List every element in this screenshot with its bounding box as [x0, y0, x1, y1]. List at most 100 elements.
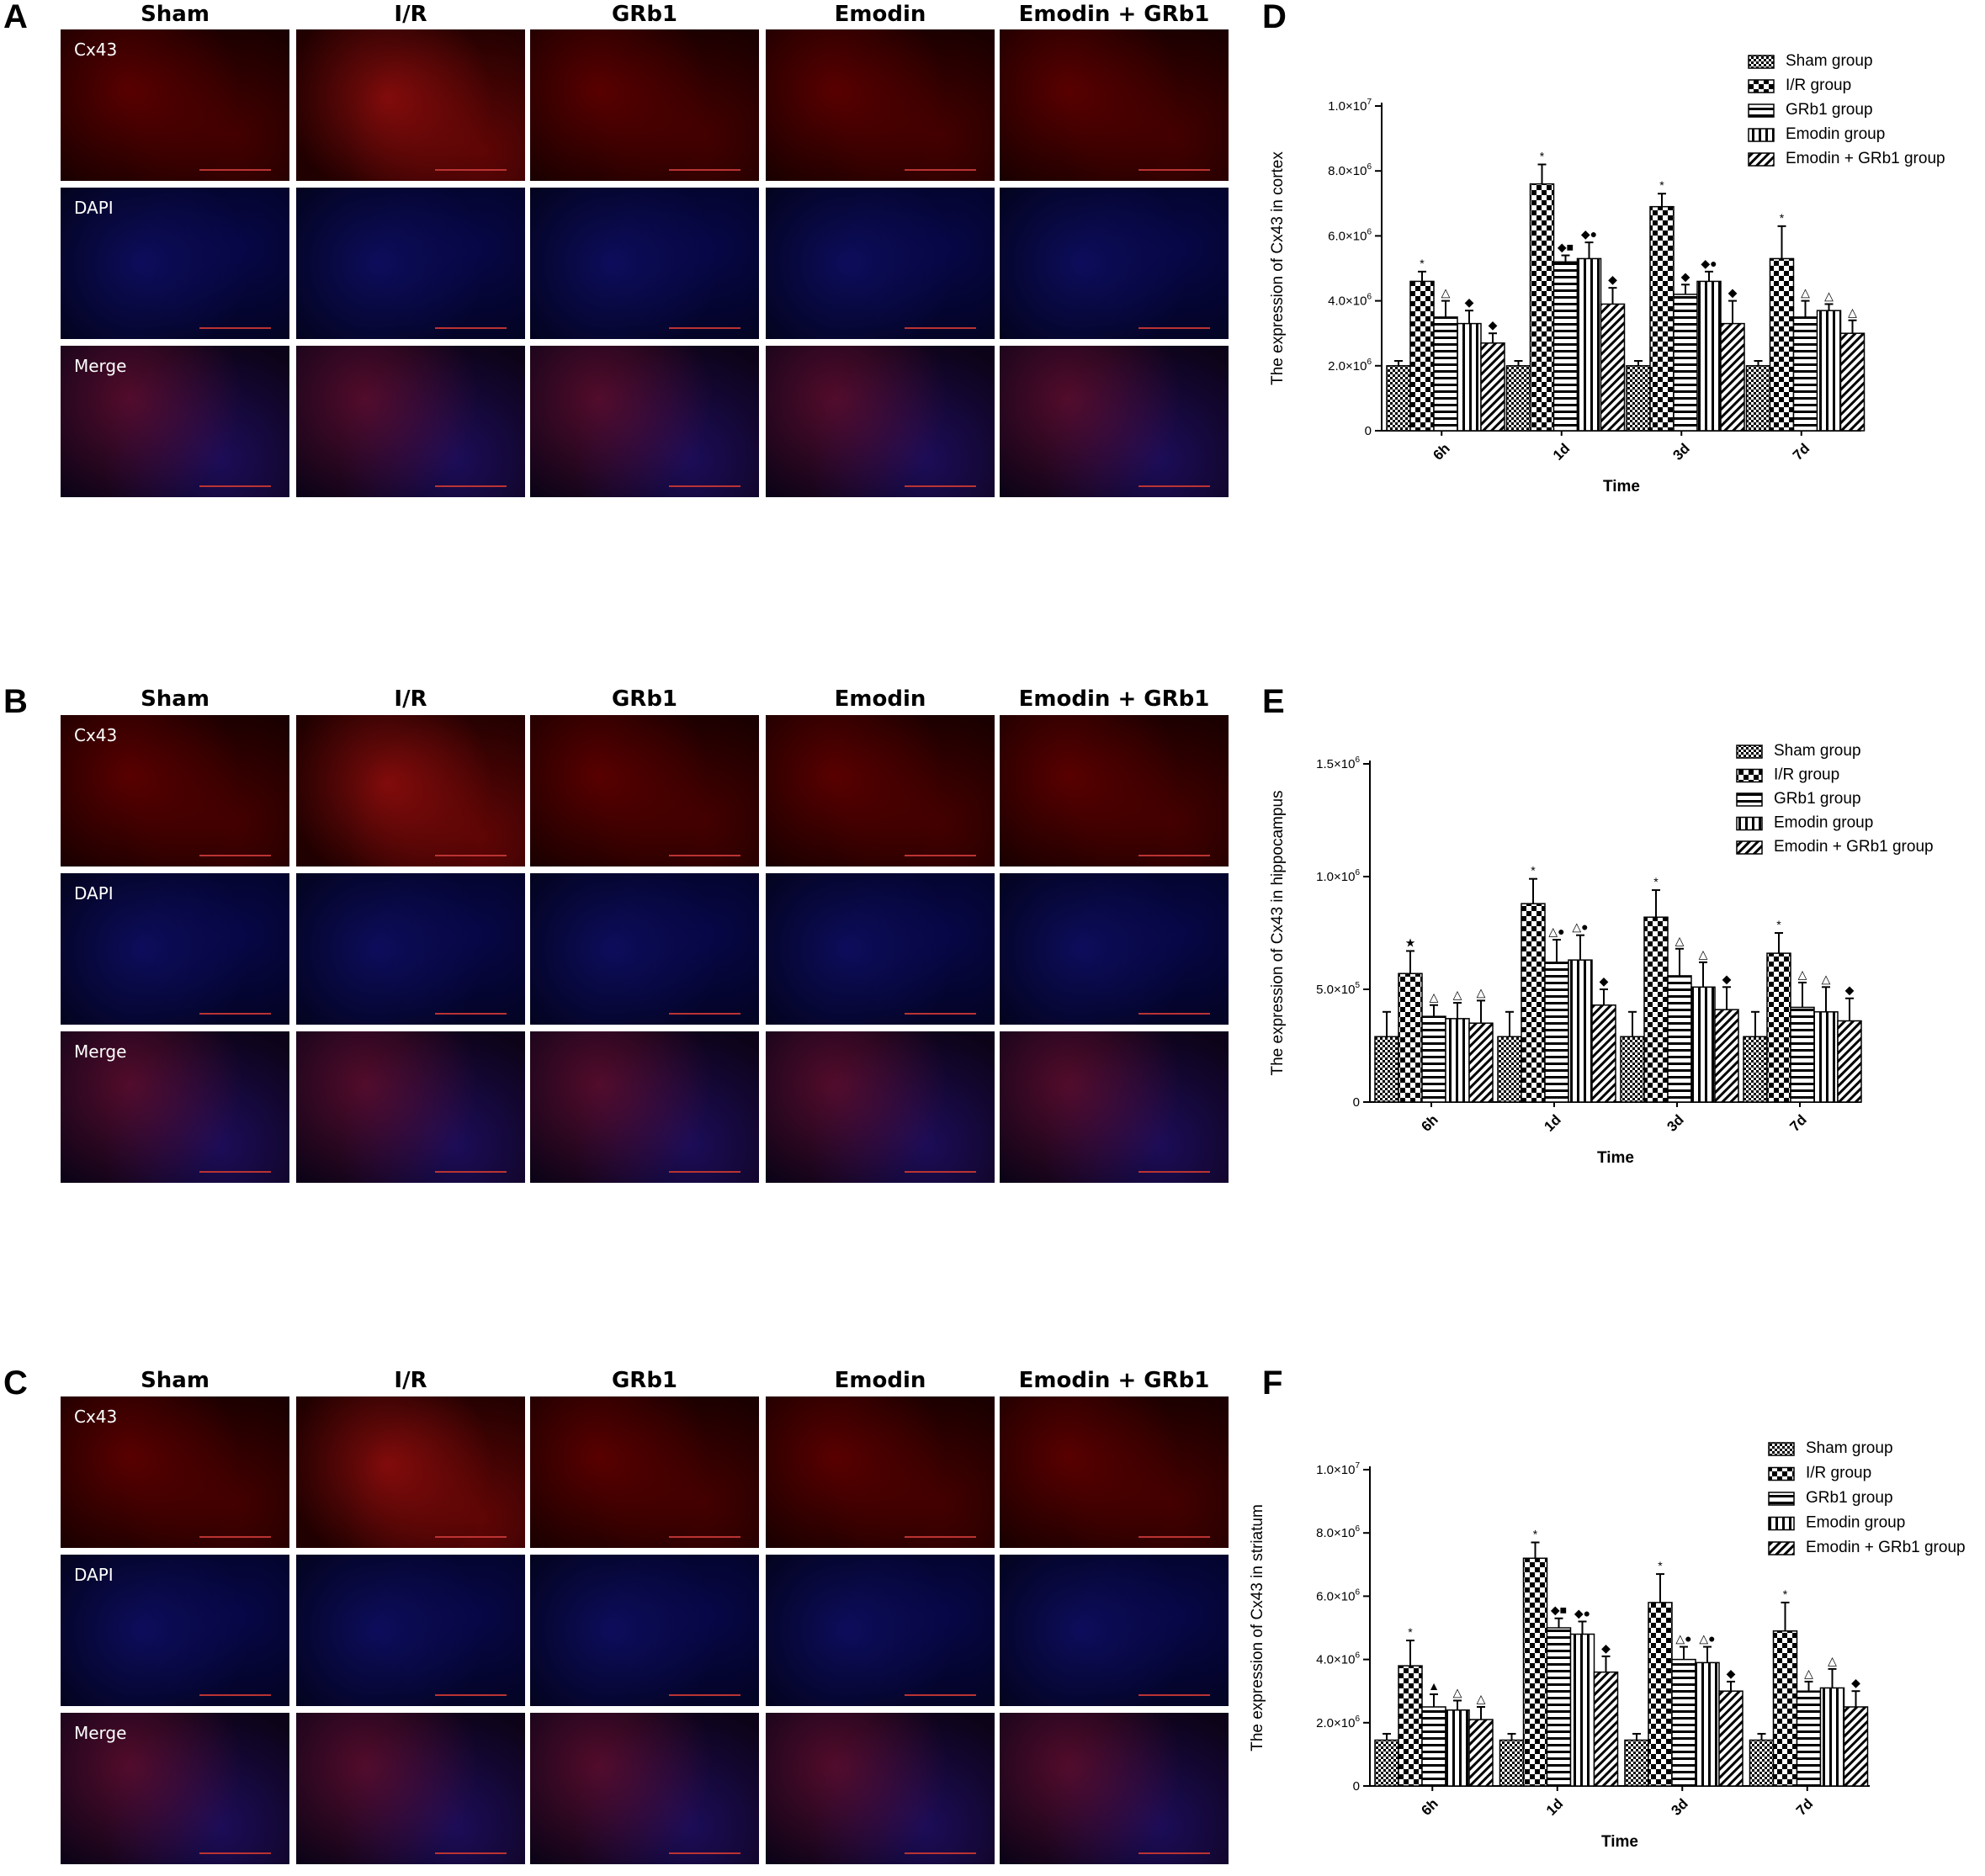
significance-mark: *	[1533, 1527, 1538, 1540]
micrograph-cx43-0: Cx43	[61, 715, 289, 866]
legend-swatch	[1768, 1516, 1795, 1531]
significance-mark: ◆■	[1558, 241, 1574, 254]
bar	[1569, 1633, 1595, 1787]
significance-mark: △	[1699, 947, 1708, 961]
scale-bar	[905, 485, 976, 487]
bar	[1766, 952, 1791, 1103]
scale-bar	[435, 1852, 507, 1854]
bar	[1505, 365, 1531, 432]
micrograph-cx43-2	[530, 1396, 759, 1548]
bar	[1673, 294, 1698, 432]
x-axis-label: Time	[1603, 478, 1640, 495]
micrograph-cx43-1	[296, 29, 525, 181]
scale-bar	[435, 1536, 507, 1538]
legend-label: Sham group	[1786, 52, 1873, 70]
significance-mark: △	[1828, 1654, 1837, 1667]
x-tick-label: 1d	[1541, 1111, 1563, 1134]
bar	[1421, 1706, 1446, 1787]
significance-mark: △	[1453, 988, 1462, 1001]
legend-swatch	[1736, 745, 1763, 759]
significance-mark: ◆■	[1551, 1603, 1567, 1617]
column-title-4: Emodin + GRb1	[1018, 686, 1210, 712]
scale-bar	[905, 1536, 976, 1538]
y-tick-label: 5.0×105	[1316, 981, 1360, 997]
scale-bar	[199, 1852, 271, 1854]
scale-bar	[199, 1013, 271, 1015]
bar-chart-hippocampus: 0 5.0×105 1.0×106 1.5×106 The expression of …	[1254, 719, 1977, 1195]
x-axis-label: Time	[1597, 1149, 1634, 1167]
scale-bar	[1138, 855, 1210, 856]
bar	[1695, 1661, 1720, 1787]
chart-svg-cortex: 0 2.0×106 4.0×106 6.0×106 8.0×106 1.0×107 The …	[1269, 52, 1945, 495]
bar	[1398, 1665, 1423, 1787]
bar	[1600, 303, 1626, 432]
bar	[1620, 1036, 1645, 1103]
bar	[1667, 975, 1692, 1103]
chart-svg-hippocampus: 0 5.0×105 1.0×106 1.5×106 The expression of …	[1269, 742, 1934, 1167]
micrograph-cx43-3	[766, 715, 995, 866]
micrograph-merge-4	[1000, 346, 1229, 497]
column-title-3: Emodin	[834, 1368, 926, 1393]
bar-chart-striatum: 0 2.0×106 4.0×106 6.0×106 8.0×106 1.0×107 The …	[1237, 1401, 1977, 1876]
bar	[1843, 1706, 1869, 1787]
scale-bar	[905, 169, 976, 171]
bar	[1745, 365, 1771, 432]
column-title-1: I/R	[394, 1368, 427, 1393]
column-title-2: GRb1	[611, 686, 678, 712]
scale-bar	[435, 1694, 507, 1696]
micrograph-dapi-1	[296, 188, 525, 339]
micrograph-dapi-4	[1000, 1555, 1229, 1706]
x-tick-label: 6h	[1418, 1111, 1441, 1134]
scale-bar	[199, 1694, 271, 1696]
bar	[1480, 342, 1505, 432]
significance-mark: ◆	[1727, 1667, 1736, 1680]
column-title-2: GRb1	[611, 2, 678, 27]
micrograph-merge-2	[530, 1031, 759, 1183]
column-title-1: I/R	[394, 686, 427, 712]
scale-bar	[669, 485, 740, 487]
panel-letter-e: E	[1262, 683, 1285, 720]
bar	[1445, 1709, 1470, 1787]
row-label-cx43: Cx43	[74, 725, 118, 745]
column-title-3: Emodin	[834, 686, 926, 712]
significance-mark: △●	[1699, 1632, 1715, 1645]
bar	[1593, 1671, 1619, 1787]
scale-bar	[669, 1694, 740, 1696]
significance-mark: *	[1420, 257, 1425, 270]
significance-mark: ◆	[1489, 318, 1498, 331]
legend-label: Emodin + GRb1 group	[1774, 838, 1934, 856]
bar	[1626, 365, 1651, 432]
scale-bar	[1138, 485, 1210, 487]
micrograph-merge-0: Merge	[61, 1713, 289, 1864]
scale-bar	[199, 855, 271, 856]
y-tick-label: 4.0×106	[1328, 293, 1372, 309]
bar	[1409, 280, 1435, 432]
column-title-4: Emodin + GRb1	[1018, 2, 1210, 27]
y-tick-label: 1.0×106	[1316, 868, 1360, 884]
significance-mark: ◆	[1681, 269, 1690, 283]
significance-mark: ◆	[1600, 974, 1609, 988]
significance-mark: ◆●	[1701, 257, 1717, 270]
micrograph-dapi-4	[1000, 873, 1229, 1025]
legend-swatch	[1748, 152, 1775, 167]
scale-bar	[669, 1852, 740, 1854]
bar	[1445, 1018, 1470, 1103]
micrograph-cx43-2	[530, 715, 759, 866]
micrograph-dapi-1	[296, 1555, 525, 1706]
significance-mark: ◆	[1465, 295, 1474, 309]
bar	[1386, 365, 1411, 432]
x-tick-label: 3d	[1668, 1795, 1690, 1818]
micrograph-dapi-2	[530, 188, 759, 339]
bar	[1796, 1690, 1822, 1787]
significance-mark: *	[1658, 1559, 1663, 1572]
x-axis-label: Time	[1601, 1833, 1638, 1851]
scale-bar	[905, 1852, 976, 1854]
micrograph-merge-3	[766, 1713, 995, 1864]
micrograph-dapi-3	[766, 1555, 995, 1706]
significance-mark: *	[1659, 178, 1664, 192]
micrograph-cx43-3	[766, 1396, 995, 1548]
micrograph-merge-4	[1000, 1031, 1229, 1183]
scale-bar	[435, 327, 507, 329]
scale-bar	[669, 1171, 740, 1173]
legend-label: GRb1 group	[1786, 101, 1873, 119]
